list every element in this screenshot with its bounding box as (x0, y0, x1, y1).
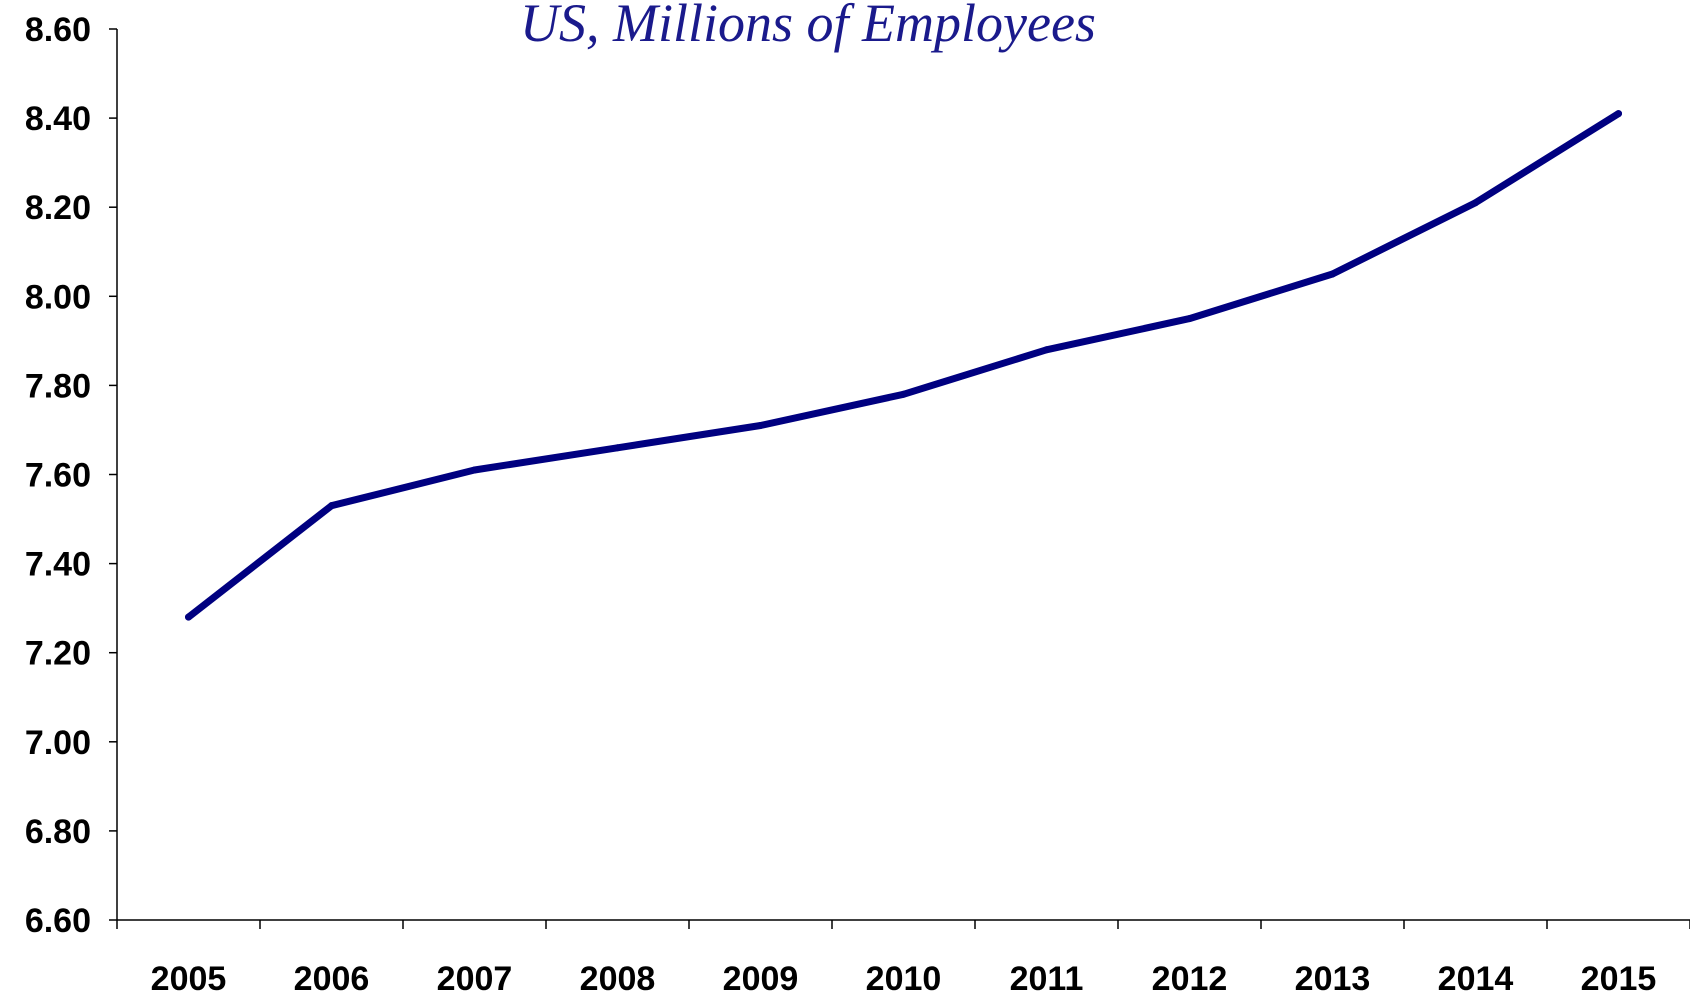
data-point (1329, 270, 1336, 278)
data-point (614, 444, 621, 452)
y-tick-label: 8.20 (25, 189, 91, 227)
y-tick-label: 7.60 (25, 457, 91, 495)
x-axis: 2005 2006 2007 2008 2009 2010 2011 2012 2013 2014… (116, 919, 1690, 996)
data-point (1472, 199, 1479, 207)
data-point (1043, 346, 1050, 354)
y-tick-label: 7.80 (25, 367, 91, 405)
y-tick-label: 7.40 (25, 546, 91, 584)
chart-title: US, Millions of Employees (520, 0, 1096, 53)
x-tick-label: 2011 (1010, 960, 1084, 996)
series-group (185, 110, 1622, 621)
x-tick-label: 2015 (1581, 960, 1657, 996)
x-tick-label: 2008 (580, 960, 656, 996)
y-tick-label: 7.00 (25, 724, 91, 762)
data-point (328, 502, 335, 510)
x-tick-label: 2009 (723, 960, 799, 996)
data-point (1615, 110, 1622, 118)
x-tick-label: 2013 (1295, 960, 1371, 996)
x-tick-label: 2012 (1152, 960, 1228, 996)
series-line (185, 110, 1622, 621)
x-tick-label: 2010 (866, 960, 942, 996)
x-tick-label: 2014 (1438, 960, 1514, 996)
y-tick-label: 8.00 (25, 278, 91, 316)
y-tick-label: 6.80 (25, 813, 91, 851)
data-point (471, 466, 478, 474)
x-tick-label: 2006 (294, 960, 370, 996)
x-tick-label: 2007 (437, 960, 513, 996)
data-point (757, 421, 764, 429)
data-point (185, 613, 192, 621)
y-tick-label: 8.60 (25, 11, 91, 49)
y-tick-label: 8.40 (25, 100, 91, 138)
x-tick-label: 2005 (151, 960, 227, 996)
y-tick-label: 7.20 (25, 635, 91, 673)
y-tick-label: 6.60 (25, 902, 91, 940)
data-point (1186, 315, 1193, 323)
y-axis: 6.60 6.80 7.00 7.20 7.40 7.60 7.80 8.00 8.20 8.40… (25, 11, 118, 940)
data-point (900, 390, 907, 398)
